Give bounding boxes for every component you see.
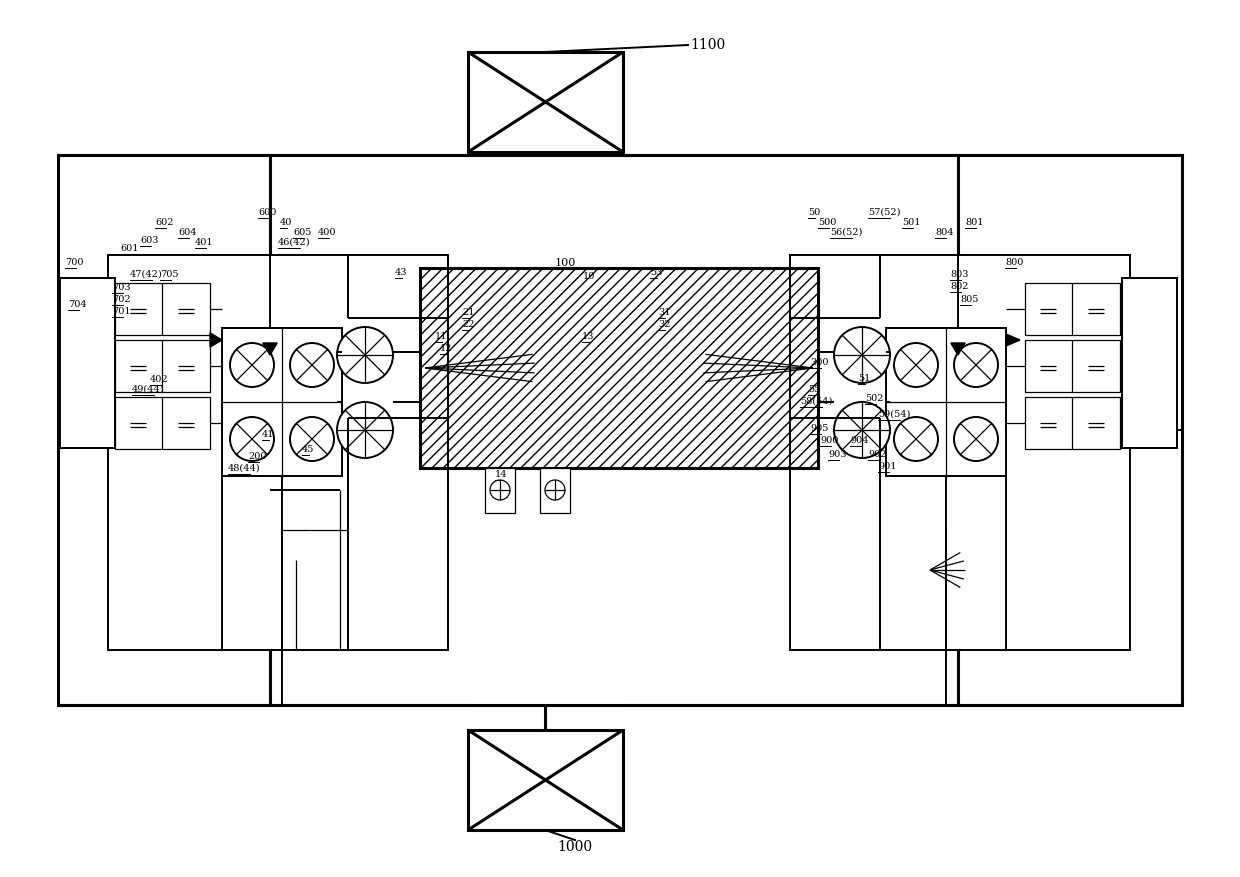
- Circle shape: [290, 417, 334, 461]
- Text: 704: 704: [68, 300, 87, 309]
- Text: 900: 900: [820, 436, 838, 445]
- Bar: [790, 255, 1130, 650]
- Polygon shape: [951, 343, 965, 355]
- Bar: [115, 397, 210, 449]
- Text: 22: 22: [463, 320, 475, 329]
- Text: 14: 14: [495, 470, 507, 479]
- Text: 402: 402: [150, 375, 169, 384]
- Text: 32: 32: [658, 320, 671, 329]
- Text: 703: 703: [112, 283, 130, 292]
- Circle shape: [954, 343, 998, 387]
- Text: 21: 21: [463, 308, 475, 317]
- Bar: [467, 52, 622, 152]
- Text: 801: 801: [965, 218, 983, 227]
- Circle shape: [290, 343, 334, 387]
- Text: 605: 605: [293, 228, 311, 237]
- Circle shape: [337, 402, 393, 458]
- Text: 904: 904: [849, 436, 868, 445]
- Bar: [887, 328, 1006, 476]
- Bar: [467, 730, 622, 830]
- Text: 700: 700: [64, 258, 83, 267]
- Text: 400: 400: [317, 228, 336, 237]
- Bar: [60, 278, 115, 448]
- Text: 500: 500: [818, 218, 836, 227]
- Text: 51: 51: [858, 374, 870, 383]
- Bar: [1025, 397, 1120, 449]
- Text: 43: 43: [396, 268, 408, 277]
- Text: 803: 803: [950, 270, 968, 279]
- Text: 903: 903: [828, 450, 847, 459]
- Bar: [1122, 278, 1177, 448]
- Text: 1000: 1000: [558, 840, 593, 854]
- Bar: [222, 328, 342, 476]
- Polygon shape: [1006, 334, 1021, 346]
- Text: 41: 41: [262, 430, 274, 439]
- Text: 200: 200: [248, 452, 267, 461]
- Text: 601: 601: [120, 244, 139, 253]
- Bar: [420, 268, 818, 468]
- Text: 53: 53: [650, 268, 662, 277]
- Text: 902: 902: [868, 450, 887, 459]
- Bar: [58, 155, 1182, 705]
- Circle shape: [229, 343, 274, 387]
- Text: 47(42): 47(42): [130, 270, 162, 279]
- Circle shape: [954, 417, 998, 461]
- Text: 50: 50: [808, 208, 820, 217]
- Text: 46(42): 46(42): [278, 238, 311, 247]
- Circle shape: [835, 402, 890, 458]
- Text: 701: 701: [112, 307, 130, 316]
- Text: 600: 600: [258, 208, 277, 217]
- Text: 31: 31: [658, 308, 671, 317]
- Text: 802: 802: [950, 282, 968, 291]
- Text: 40: 40: [280, 218, 293, 227]
- Text: 804: 804: [935, 228, 954, 237]
- Text: 805: 805: [960, 295, 978, 304]
- Text: 100: 100: [554, 258, 575, 268]
- Text: 602: 602: [155, 218, 174, 227]
- Text: 401: 401: [195, 238, 213, 247]
- Text: 57(52): 57(52): [868, 208, 900, 217]
- Text: 55: 55: [808, 385, 820, 394]
- Circle shape: [835, 327, 890, 383]
- Text: 13: 13: [582, 332, 594, 341]
- Text: 501: 501: [901, 218, 920, 227]
- Text: 800: 800: [1004, 258, 1023, 267]
- Text: 45: 45: [303, 445, 315, 454]
- Text: 502: 502: [866, 394, 883, 403]
- Text: 901: 901: [878, 462, 897, 471]
- Text: 905: 905: [810, 424, 828, 433]
- Polygon shape: [263, 343, 278, 355]
- Text: 58(54): 58(54): [800, 397, 832, 406]
- Circle shape: [894, 417, 937, 461]
- Bar: [115, 283, 210, 335]
- Text: 300: 300: [810, 358, 828, 367]
- Text: 48(44): 48(44): [228, 464, 260, 473]
- Bar: [1025, 283, 1120, 335]
- Bar: [108, 255, 448, 650]
- Text: 59(54): 59(54): [878, 410, 910, 419]
- Polygon shape: [210, 332, 222, 347]
- Circle shape: [229, 417, 274, 461]
- Bar: [1025, 340, 1120, 392]
- Text: 705: 705: [160, 270, 179, 279]
- Text: 1100: 1100: [689, 38, 725, 52]
- Bar: [539, 468, 570, 513]
- Text: 604: 604: [179, 228, 196, 237]
- Text: 11: 11: [435, 332, 448, 341]
- Text: 702: 702: [112, 295, 130, 304]
- Bar: [485, 468, 515, 513]
- Text: 56(52): 56(52): [830, 228, 862, 237]
- Text: 49(44): 49(44): [131, 385, 165, 394]
- Text: 12: 12: [440, 344, 453, 353]
- Text: 603: 603: [140, 236, 159, 245]
- Bar: [115, 340, 210, 392]
- Circle shape: [337, 327, 393, 383]
- Circle shape: [894, 343, 937, 387]
- Text: 10: 10: [583, 272, 595, 281]
